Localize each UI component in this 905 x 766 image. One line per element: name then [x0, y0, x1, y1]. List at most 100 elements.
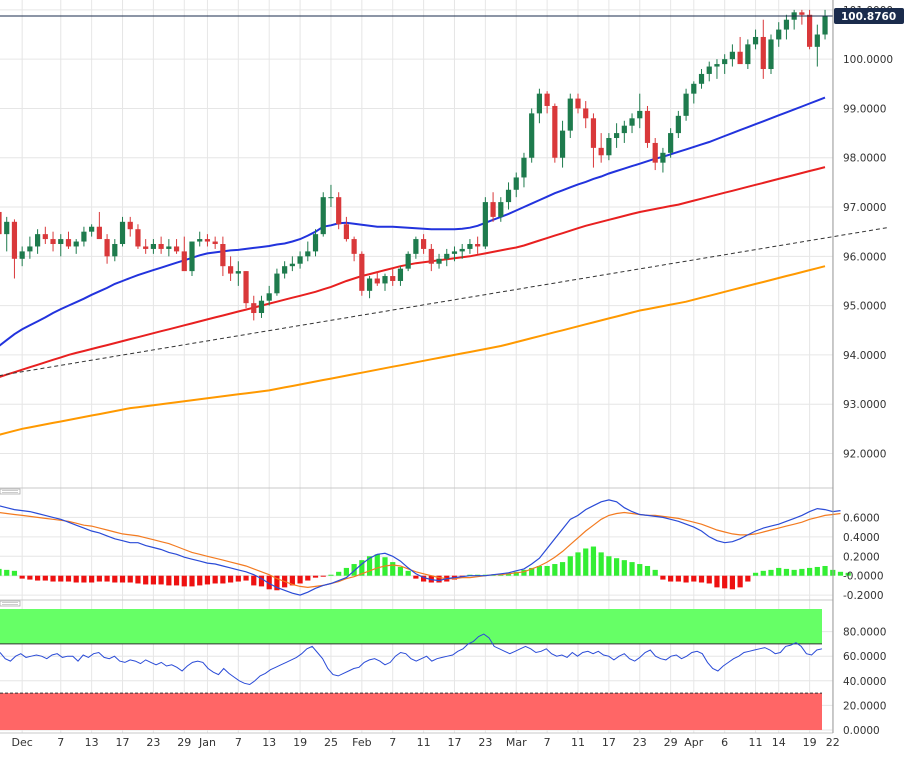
candle-bull: [266, 293, 272, 301]
rsi-overbought-zone: [0, 609, 822, 644]
macd-hist-neg: [289, 575, 295, 586]
macd-hist-neg: [65, 575, 72, 582]
macd-hist-neg: [243, 575, 249, 581]
candle-bull: [27, 246, 33, 252]
y-tick-label: -0.0000: [843, 571, 884, 583]
rsi-line: [0, 633, 823, 686]
x-tick-label: 23: [146, 736, 160, 749]
trend-line: [0, 227, 887, 376]
candle-bear: [760, 36, 766, 70]
macd-hist-neg: [112, 575, 118, 583]
candle-bull: [35, 234, 41, 247]
candle-bear: [204, 239, 211, 242]
candle-bull: [312, 234, 319, 252]
candle-bear: [343, 224, 349, 240]
candle-bear: [552, 105, 558, 158]
candle-bull: [691, 83, 697, 94]
macd-hist-neg: [143, 575, 149, 585]
candle-bear: [799, 12, 805, 15]
y-tick-label: 93.0000: [843, 399, 886, 411]
macd-hist-pos: [405, 570, 411, 576]
macd-hist-pos: [845, 572, 851, 576]
macd-hist-pos: [629, 562, 635, 576]
y-tick-label: 94.0000: [843, 350, 886, 362]
candle-bear: [359, 253, 365, 291]
y-tick-label: 0.2000: [843, 551, 880, 563]
candle-bull: [89, 226, 95, 232]
macd-hist-neg: [745, 575, 751, 582]
y-tick-label: 80.0000: [843, 627, 886, 639]
macd-hist-pos: [814, 566, 820, 576]
candle-bull: [698, 73, 705, 84]
candle-bull: [166, 246, 172, 249]
candle-bull: [297, 256, 303, 264]
candle-bull: [382, 276, 388, 284]
x-tick-label: 17: [447, 736, 461, 749]
panel-handle: [0, 600, 21, 607]
candle-bull: [366, 278, 373, 291]
candle-bull: [668, 133, 674, 153]
macd-hist-pos: [621, 560, 627, 576]
macd-hist-pos: [760, 570, 766, 576]
candle-bear: [374, 278, 380, 284]
macd-hist-neg: [173, 575, 180, 586]
macd-hist-neg: [58, 575, 64, 582]
candle-bull: [258, 300, 265, 314]
candle-bull: [150, 244, 156, 249]
x-tick-label: 7: [57, 736, 64, 749]
macd-hist-neg: [312, 575, 319, 578]
macd-hist-neg: [714, 575, 720, 588]
macd-hist-neg: [50, 575, 56, 582]
macd-hist-neg: [436, 575, 442, 583]
macd-panel: [0, 499, 851, 596]
candle-bull: [405, 253, 411, 269]
candle-bull: [498, 202, 504, 217]
candle-bear: [96, 226, 102, 240]
candle-bear: [583, 108, 589, 119]
candle-bear: [251, 303, 257, 314]
macd-hist-neg: [204, 575, 211, 585]
candle-bull: [513, 177, 519, 190]
candle-bull: [482, 202, 488, 247]
candle-bear: [737, 51, 743, 65]
macd-hist-neg: [413, 575, 419, 579]
y-tick-label: 100.0000: [843, 54, 893, 66]
candle-bull: [305, 251, 311, 257]
candle-bull: [197, 239, 203, 242]
macd-hist-pos: [11, 570, 18, 576]
x-tick-label: Dec: [12, 736, 33, 749]
candle-bull: [814, 34, 820, 47]
candle-bear: [575, 98, 581, 109]
candle-bear: [544, 93, 550, 106]
sma-mid-line: [0, 166, 826, 378]
macd-hist-pos: [776, 567, 782, 576]
macd-hist-pos: [521, 569, 527, 576]
x-tick-label: 7: [544, 736, 551, 749]
candle-bull: [536, 93, 542, 114]
macd-hist-pos: [644, 565, 651, 576]
candle-bull: [467, 244, 473, 249]
candle-bear: [127, 221, 133, 230]
candle-bear: [11, 221, 18, 259]
candle-bull: [451, 251, 458, 254]
macd-hist-neg: [258, 575, 265, 587]
candle-bull: [745, 44, 751, 65]
candle-bull: [629, 118, 635, 126]
candle-bull: [397, 268, 404, 281]
macd-hist-neg: [127, 575, 133, 583]
candle-bull: [189, 241, 195, 272]
candle-bull: [637, 110, 643, 119]
candle-bear: [143, 246, 149, 249]
candle-bull: [235, 271, 241, 274]
macd-hist-pos: [652, 569, 658, 576]
macd-line: [0, 499, 841, 596]
macd-signal-line: [0, 511, 841, 589]
macd-hist-neg: [266, 575, 272, 590]
candle-bull: [752, 36, 759, 45]
x-tick-label: 11: [571, 736, 585, 749]
candle-bull: [4, 221, 10, 235]
macd-hist-neg: [89, 575, 95, 583]
macd-hist-pos: [374, 554, 380, 576]
x-tick-label: 11: [749, 736, 763, 749]
